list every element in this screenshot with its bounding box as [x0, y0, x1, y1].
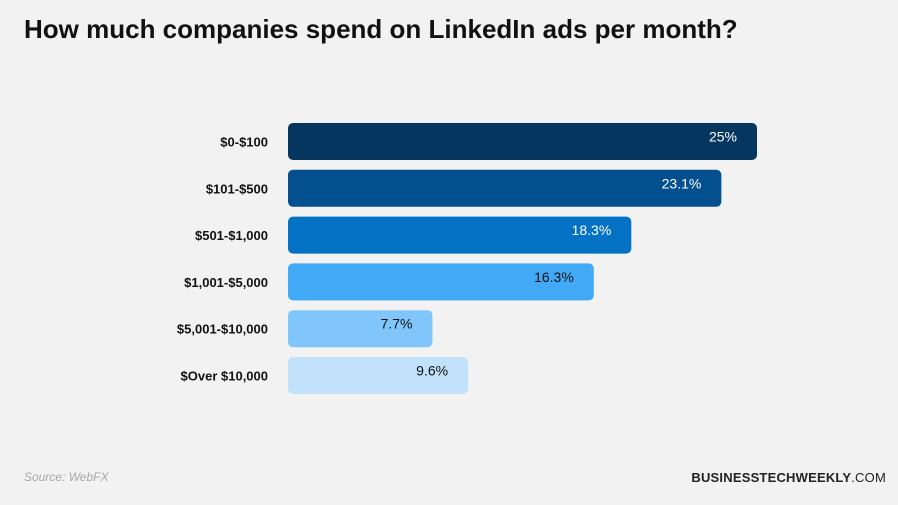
- category-label-4: $1,001-$5,000: [184, 275, 268, 290]
- bar-3: [288, 216, 632, 254]
- brand-suffix: .COM: [851, 470, 886, 485]
- category-label-5: $5,001-$10,000: [177, 322, 268, 337]
- bar-4: [288, 263, 594, 301]
- value-label-5: 7.7%: [381, 316, 413, 332]
- source-note: Source: WebFX: [24, 470, 109, 484]
- bar-6: [288, 357, 469, 394]
- brand-name: BUSINESSTECHWEEKLY: [691, 470, 852, 485]
- category-label-3: $501-$1,000: [195, 228, 268, 243]
- bars-group: $0-$100 25% $101-$500 23.1% $501-$1,000 18.3%…: [177, 123, 757, 394]
- category-label-1: $0-$100: [220, 135, 268, 150]
- value-label-4: 16.3%: [534, 269, 574, 285]
- category-label-2: $101-$500: [206, 181, 268, 196]
- value-label-1: 25%: [709, 129, 737, 145]
- value-label-3: 18.3%: [572, 222, 612, 238]
- value-label-2: 23.1%: [662, 175, 702, 191]
- bar-2: [288, 169, 722, 207]
- category-label-6: $Over $10,000: [181, 369, 268, 384]
- bar-1: [288, 123, 757, 160]
- brand-watermark: BUSINESSTECHWEEKLY.COM: [691, 470, 886, 485]
- bar-5: [288, 310, 433, 348]
- chart-title: How much companies spend on LinkedIn ads…: [24, 14, 738, 44]
- value-label-6: 9.6%: [416, 363, 448, 379]
